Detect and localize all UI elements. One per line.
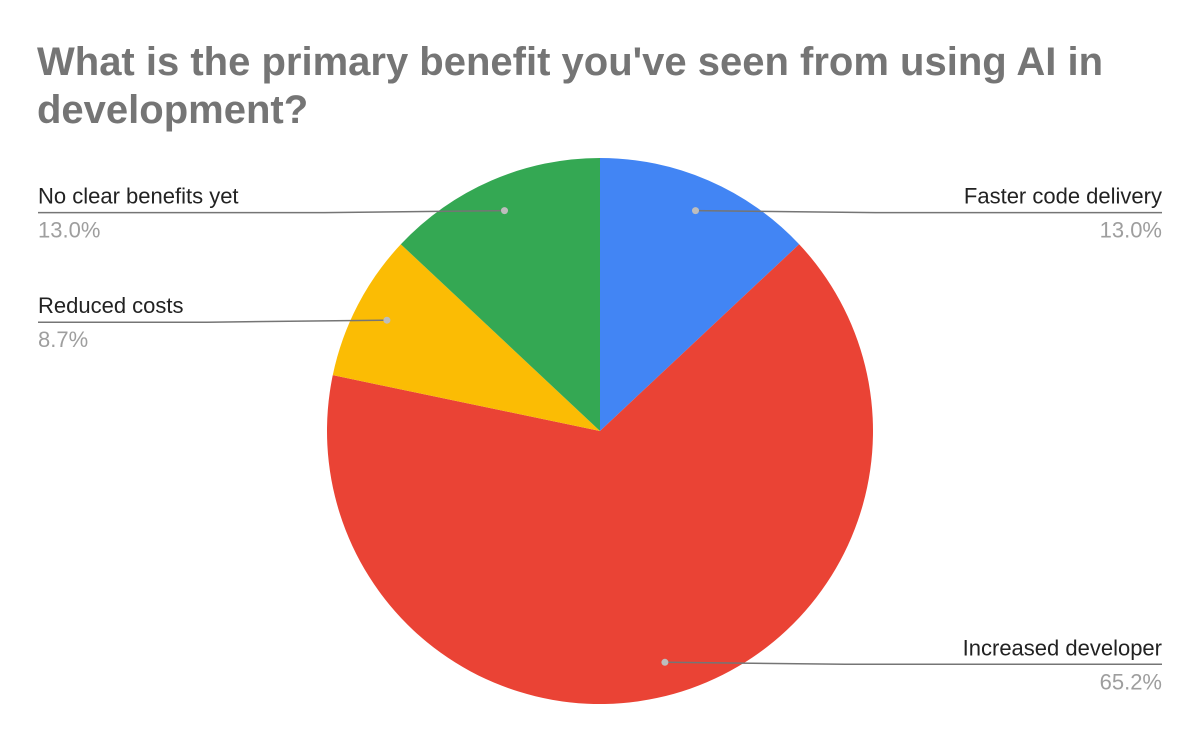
- pie-slice-reduced-costs: [332, 244, 600, 431]
- pie-slice-increased-developer: [326, 244, 873, 704]
- leader-dot: [501, 207, 508, 215]
- chart-title: What is the primary benefit you've seen …: [37, 40, 1103, 132]
- slice-label: No clear benefits yet: [38, 184, 239, 209]
- slice-label-group-no-clear-benefits-yet: No clear benefits yet 13.0%: [38, 184, 508, 243]
- slice-label: Faster code delivery: [964, 184, 1162, 209]
- slice-label-group-faster-code-delivery: Faster code delivery 13.0%: [692, 184, 1162, 243]
- slice-value-label: 13.0%: [1100, 218, 1162, 243]
- slice-label: Increased developer: [963, 635, 1162, 660]
- pie-slice-faster-code-delivery: [600, 158, 800, 431]
- leader-dot: [661, 658, 669, 666]
- slice-value-label: 13.0%: [38, 218, 100, 243]
- leader-dot: [383, 316, 391, 324]
- pie-slice-no-clear-benefits-yet: [400, 158, 600, 431]
- leader-dot: [692, 207, 699, 215]
- leader-line: [695, 209, 1162, 214]
- leader-line: [38, 209, 505, 214]
- label-layer: Faster code delivery 13.0% Increased devel…: [38, 184, 1162, 694]
- slice-label-group-increased-developer: Increased developer 65.2%: [661, 635, 1162, 694]
- slice-value-label: 65.2%: [1100, 669, 1162, 694]
- leader-line: [664, 661, 1162, 666]
- slice-label: Reduced costs: [38, 293, 184, 318]
- slice-label-group-reduced-costs: Reduced costs 8.7%: [38, 293, 391, 352]
- slice-value-label: 8.7%: [38, 327, 88, 352]
- leader-line: [38, 319, 387, 323]
